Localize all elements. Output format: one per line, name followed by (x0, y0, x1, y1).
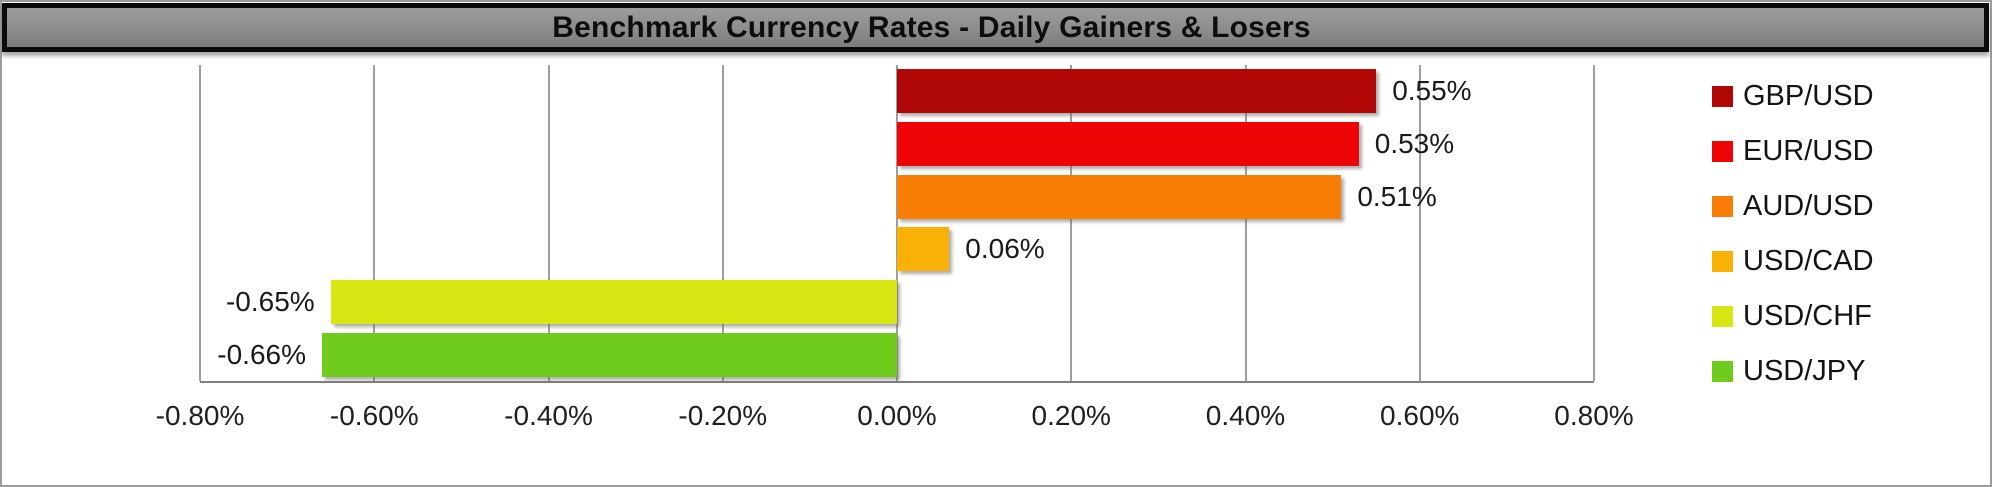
chart-legend: GBP/USD EUR/USD AUD/USD USD/CAD USD/CHF USD/J… (1712, 80, 1874, 410)
gridline--0.80pct (199, 65, 201, 381)
x-tick-label-0.20pct: 0.20% (1031, 400, 1111, 431)
value-label-usd-chf: -0.65% (225, 286, 315, 317)
x-axis-tick-labels: -0.80% -0.60% -0.40% -0.20% 0.00% 0.20% 0.40% 0… (156, 400, 1634, 440)
value-label-usd-jpy: -0.66% (217, 338, 306, 370)
legend-swatch-icon (1712, 250, 1733, 272)
x-tick-label-0.60pct: 0.60% (1380, 400, 1460, 431)
value-label-usd-cad: 0.06% (965, 233, 1045, 265)
legend-swatch-icon (1712, 85, 1733, 107)
chart-title: Benchmark Currency Rates - Daily Gainers… (552, 10, 1311, 44)
legend-item-usd-chf: USD/CHF (1712, 300, 1874, 332)
x-tick-label-0.00pct: 0.00% (857, 400, 937, 431)
legend-item-usd-cad: USD/CAD (1712, 245, 1874, 277)
bar-usd-cad (897, 227, 950, 272)
gridline-0.80pct (1593, 65, 1595, 381)
bar-eur-usd (897, 122, 1359, 166)
gridline--0.60pct (373, 65, 376, 381)
bar-usd-chf (330, 280, 897, 324)
legend-item-aud-usd: AUD/USD (1712, 190, 1874, 222)
legend-label: USD/CAD (1743, 244, 1874, 277)
legend-item-usd-jpy: USD/JPY (1712, 355, 1874, 387)
legend-label: GBP/USD (1743, 79, 1874, 112)
legend-item-gbp-usd: GBP/USD (1712, 80, 1874, 112)
legend-swatch-icon (1712, 140, 1733, 162)
x-tick-label-0.40pct: 0.40% (1205, 400, 1286, 431)
legend-label: AUD/USD (1743, 189, 1874, 222)
x-tick-label--0.40pct: -0.40% (504, 400, 593, 431)
x-tick-label-0.80pct: 0.80% (1554, 400, 1634, 431)
chart-title-bar: Benchmark Currency Rates - Daily Gainers… (2, 3, 1989, 52)
legend-swatch-icon (1712, 195, 1733, 217)
legend-label: USD/CHF (1743, 299, 1872, 332)
x-tick-label--0.20pct: -0.20% (678, 400, 768, 431)
gridline--0.20pct (721, 65, 724, 381)
value-label-gbp-usd: 0.55% (1392, 75, 1472, 107)
bar-gbp-usd (897, 69, 1377, 114)
legend-swatch-icon (1712, 360, 1733, 382)
gridline-0.60pct (1418, 65, 1421, 381)
gridline-0.40pct (1244, 65, 1247, 381)
legend-item-eur-usd: EUR/USD (1712, 135, 1874, 167)
x-tick-label--0.80pct: -0.80% (155, 400, 245, 431)
legend-label: USD/JPY (1743, 354, 1866, 387)
gridline--0.40pct (547, 65, 550, 381)
x-tick-label--0.60pct: -0.60% (329, 400, 419, 431)
bar-aud-usd (897, 174, 1342, 219)
value-label-aud-usd: 0.51% (1357, 180, 1437, 212)
bar-usd-jpy (321, 332, 897, 377)
gridline-0.00pct (896, 65, 898, 381)
legend-swatch-icon (1712, 305, 1733, 327)
gridline-0.20pct (1070, 65, 1073, 381)
value-label-eur-usd: 0.53% (1374, 128, 1455, 159)
legend-label: EUR/USD (1743, 134, 1874, 167)
plot-area: 0.55% 0.53% 0.51% 0.06% -0.65% -0.66% (199, 65, 1595, 383)
